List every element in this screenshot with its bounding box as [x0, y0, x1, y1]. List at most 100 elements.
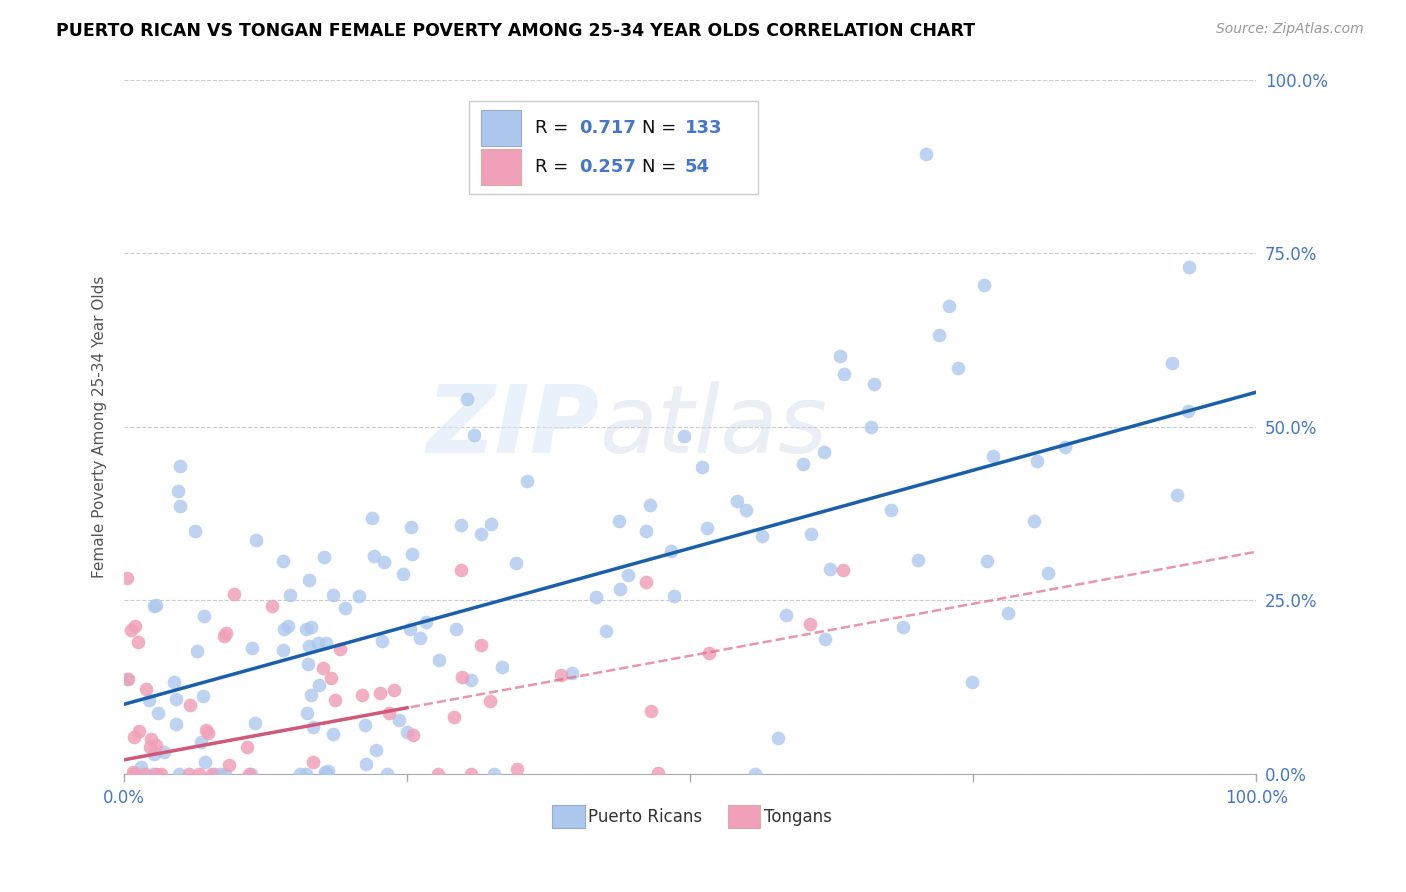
- Point: [928, 328, 950, 343]
- Point: [585, 590, 607, 604]
- Point: [200, 766, 222, 780]
- Point: [860, 420, 883, 434]
- Point: [450, 518, 472, 533]
- Point: [347, 589, 370, 603]
- Point: [997, 606, 1019, 620]
- Point: [124, 766, 146, 780]
- Point: [479, 517, 502, 532]
- Text: 133: 133: [685, 119, 723, 136]
- Point: [239, 766, 262, 780]
- Point: [751, 529, 773, 543]
- Point: [122, 764, 145, 779]
- Point: [202, 766, 225, 780]
- Point: [167, 766, 190, 780]
- Point: [470, 527, 492, 541]
- Point: [194, 723, 217, 737]
- Point: [775, 608, 797, 623]
- Text: 54: 54: [685, 159, 710, 177]
- Point: [115, 672, 138, 686]
- Point: [399, 520, 422, 534]
- Point: [194, 756, 217, 770]
- Point: [734, 503, 756, 517]
- Point: [145, 598, 167, 612]
- Point: [295, 766, 318, 780]
- Point: [863, 377, 886, 392]
- Point: [392, 566, 415, 581]
- Point: [814, 632, 837, 646]
- Point: [141, 732, 163, 747]
- Point: [124, 619, 146, 633]
- Point: [368, 686, 391, 700]
- Point: [800, 527, 823, 541]
- Point: [169, 459, 191, 474]
- Point: [638, 498, 661, 512]
- Point: [297, 657, 319, 672]
- Point: [212, 629, 235, 643]
- Point: [1166, 488, 1188, 502]
- Point: [370, 633, 392, 648]
- Point: [277, 619, 299, 633]
- Point: [696, 521, 718, 535]
- Point: [128, 723, 150, 738]
- Text: 0.257: 0.257: [579, 159, 636, 177]
- Point: [335, 601, 357, 615]
- Point: [550, 667, 572, 681]
- Point: [125, 766, 148, 780]
- Point: [976, 554, 998, 568]
- Point: [318, 764, 340, 779]
- Point: [460, 766, 482, 780]
- Point: [1054, 440, 1077, 454]
- Point: [315, 636, 337, 650]
- Point: [271, 553, 294, 567]
- Point: [322, 727, 344, 741]
- Point: [314, 765, 336, 780]
- Y-axis label: Female Poverty Among 25-34 Year Olds: Female Poverty Among 25-34 Year Olds: [93, 276, 107, 578]
- Point: [312, 661, 335, 675]
- Point: [1177, 404, 1199, 418]
- Point: [834, 367, 856, 381]
- Point: [463, 427, 485, 442]
- Point: [350, 688, 373, 702]
- Point: [169, 499, 191, 513]
- Point: [308, 678, 330, 692]
- Point: [830, 349, 852, 363]
- Point: [135, 682, 157, 697]
- Point: [149, 766, 172, 780]
- Point: [396, 724, 419, 739]
- Point: [245, 715, 267, 730]
- Point: [129, 760, 152, 774]
- Point: [409, 631, 432, 645]
- Point: [245, 533, 267, 547]
- Point: [153, 745, 176, 759]
- Point: [363, 549, 385, 564]
- Point: [662, 590, 685, 604]
- Point: [115, 571, 138, 585]
- Point: [235, 740, 257, 755]
- Point: [197, 726, 219, 740]
- Point: [415, 615, 437, 629]
- Point: [636, 574, 658, 589]
- Point: [479, 694, 502, 708]
- Point: [167, 484, 190, 499]
- Point: [165, 692, 187, 706]
- Text: 0.717: 0.717: [579, 119, 636, 136]
- Point: [321, 671, 343, 685]
- Point: [799, 617, 821, 632]
- Point: [981, 449, 1004, 463]
- Point: [190, 735, 212, 749]
- Point: [373, 555, 395, 569]
- Point: [402, 728, 425, 742]
- Point: [240, 640, 263, 655]
- Text: ZIP: ZIP: [427, 381, 599, 473]
- Point: [299, 689, 322, 703]
- Point: [1178, 260, 1201, 274]
- Point: [505, 556, 527, 570]
- Text: Puerto Ricans: Puerto Ricans: [588, 807, 703, 826]
- Point: [426, 766, 449, 780]
- Point: [450, 670, 472, 684]
- Point: [456, 392, 478, 406]
- Point: [323, 693, 346, 707]
- Point: [609, 582, 631, 596]
- Point: [191, 690, 214, 704]
- Point: [382, 683, 405, 698]
